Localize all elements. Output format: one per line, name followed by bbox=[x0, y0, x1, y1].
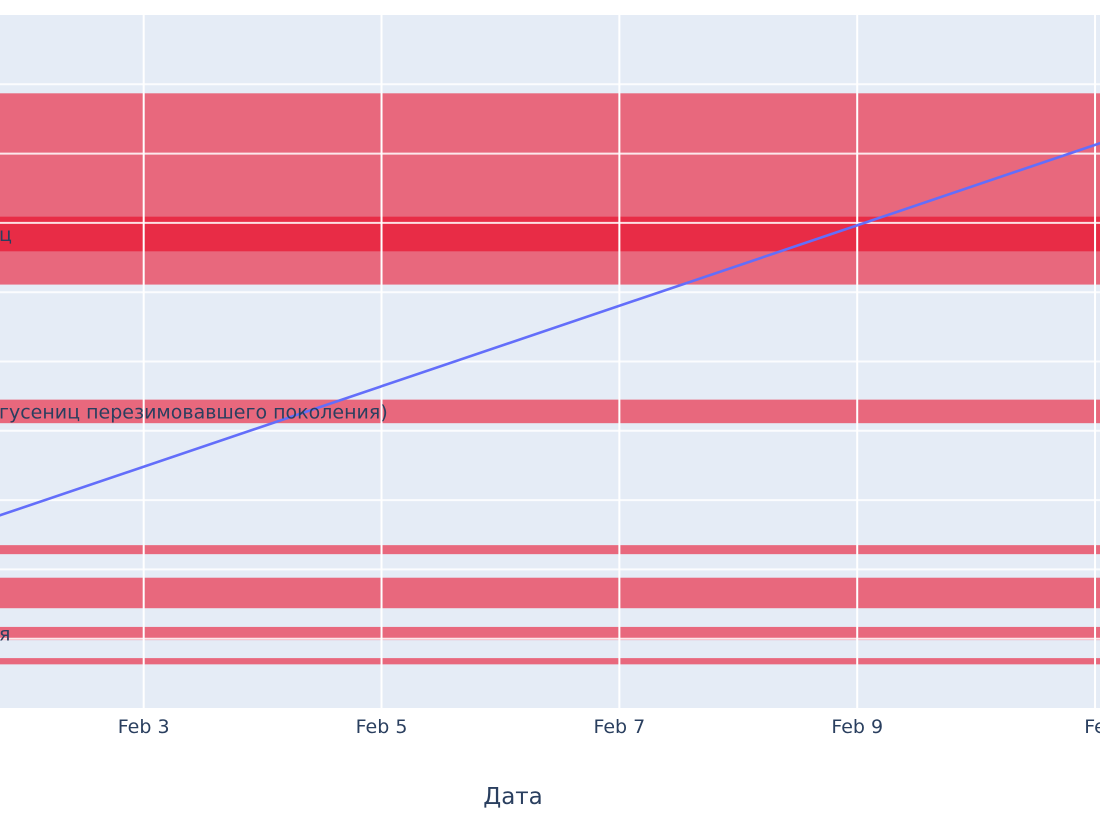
band-label-3: ц bbox=[0, 224, 12, 246]
series-layer bbox=[0, 141, 1100, 517]
band-6 bbox=[0, 577, 1100, 609]
x-axis-title: Дата bbox=[483, 784, 543, 810]
x-tick-label: Feb 9 bbox=[831, 716, 883, 738]
band-5 bbox=[0, 545, 1100, 555]
band-3 bbox=[0, 216, 1100, 252]
horizontal-gridlines bbox=[0, 83, 1100, 640]
x-tick-labels: Feb 3 Feb 5 Feb 7 Feb 9 Fe bbox=[118, 716, 1100, 738]
series-line-0 bbox=[0, 141, 1100, 517]
band-7 bbox=[0, 626, 1100, 641]
band-label-7: я bbox=[0, 624, 10, 646]
vertical-gridlines bbox=[142, 15, 1097, 708]
band-4 bbox=[0, 399, 1100, 424]
x-tick-label: Feb 3 bbox=[118, 716, 170, 738]
band-labels-layer: ц гусениц перезимовавшего поколения) я bbox=[0, 224, 388, 646]
band-label-4: гусениц перезимовавшего поколения) bbox=[0, 401, 388, 423]
x-tick-label: Fe bbox=[1084, 716, 1100, 738]
x-tick-label: Feb 5 bbox=[356, 716, 408, 738]
x-tick-label: Feb 7 bbox=[593, 716, 645, 738]
bands-layer bbox=[0, 93, 1100, 665]
band-2 bbox=[0, 246, 1100, 285]
band-8 bbox=[0, 658, 1100, 665]
band-0 bbox=[0, 93, 1100, 223]
